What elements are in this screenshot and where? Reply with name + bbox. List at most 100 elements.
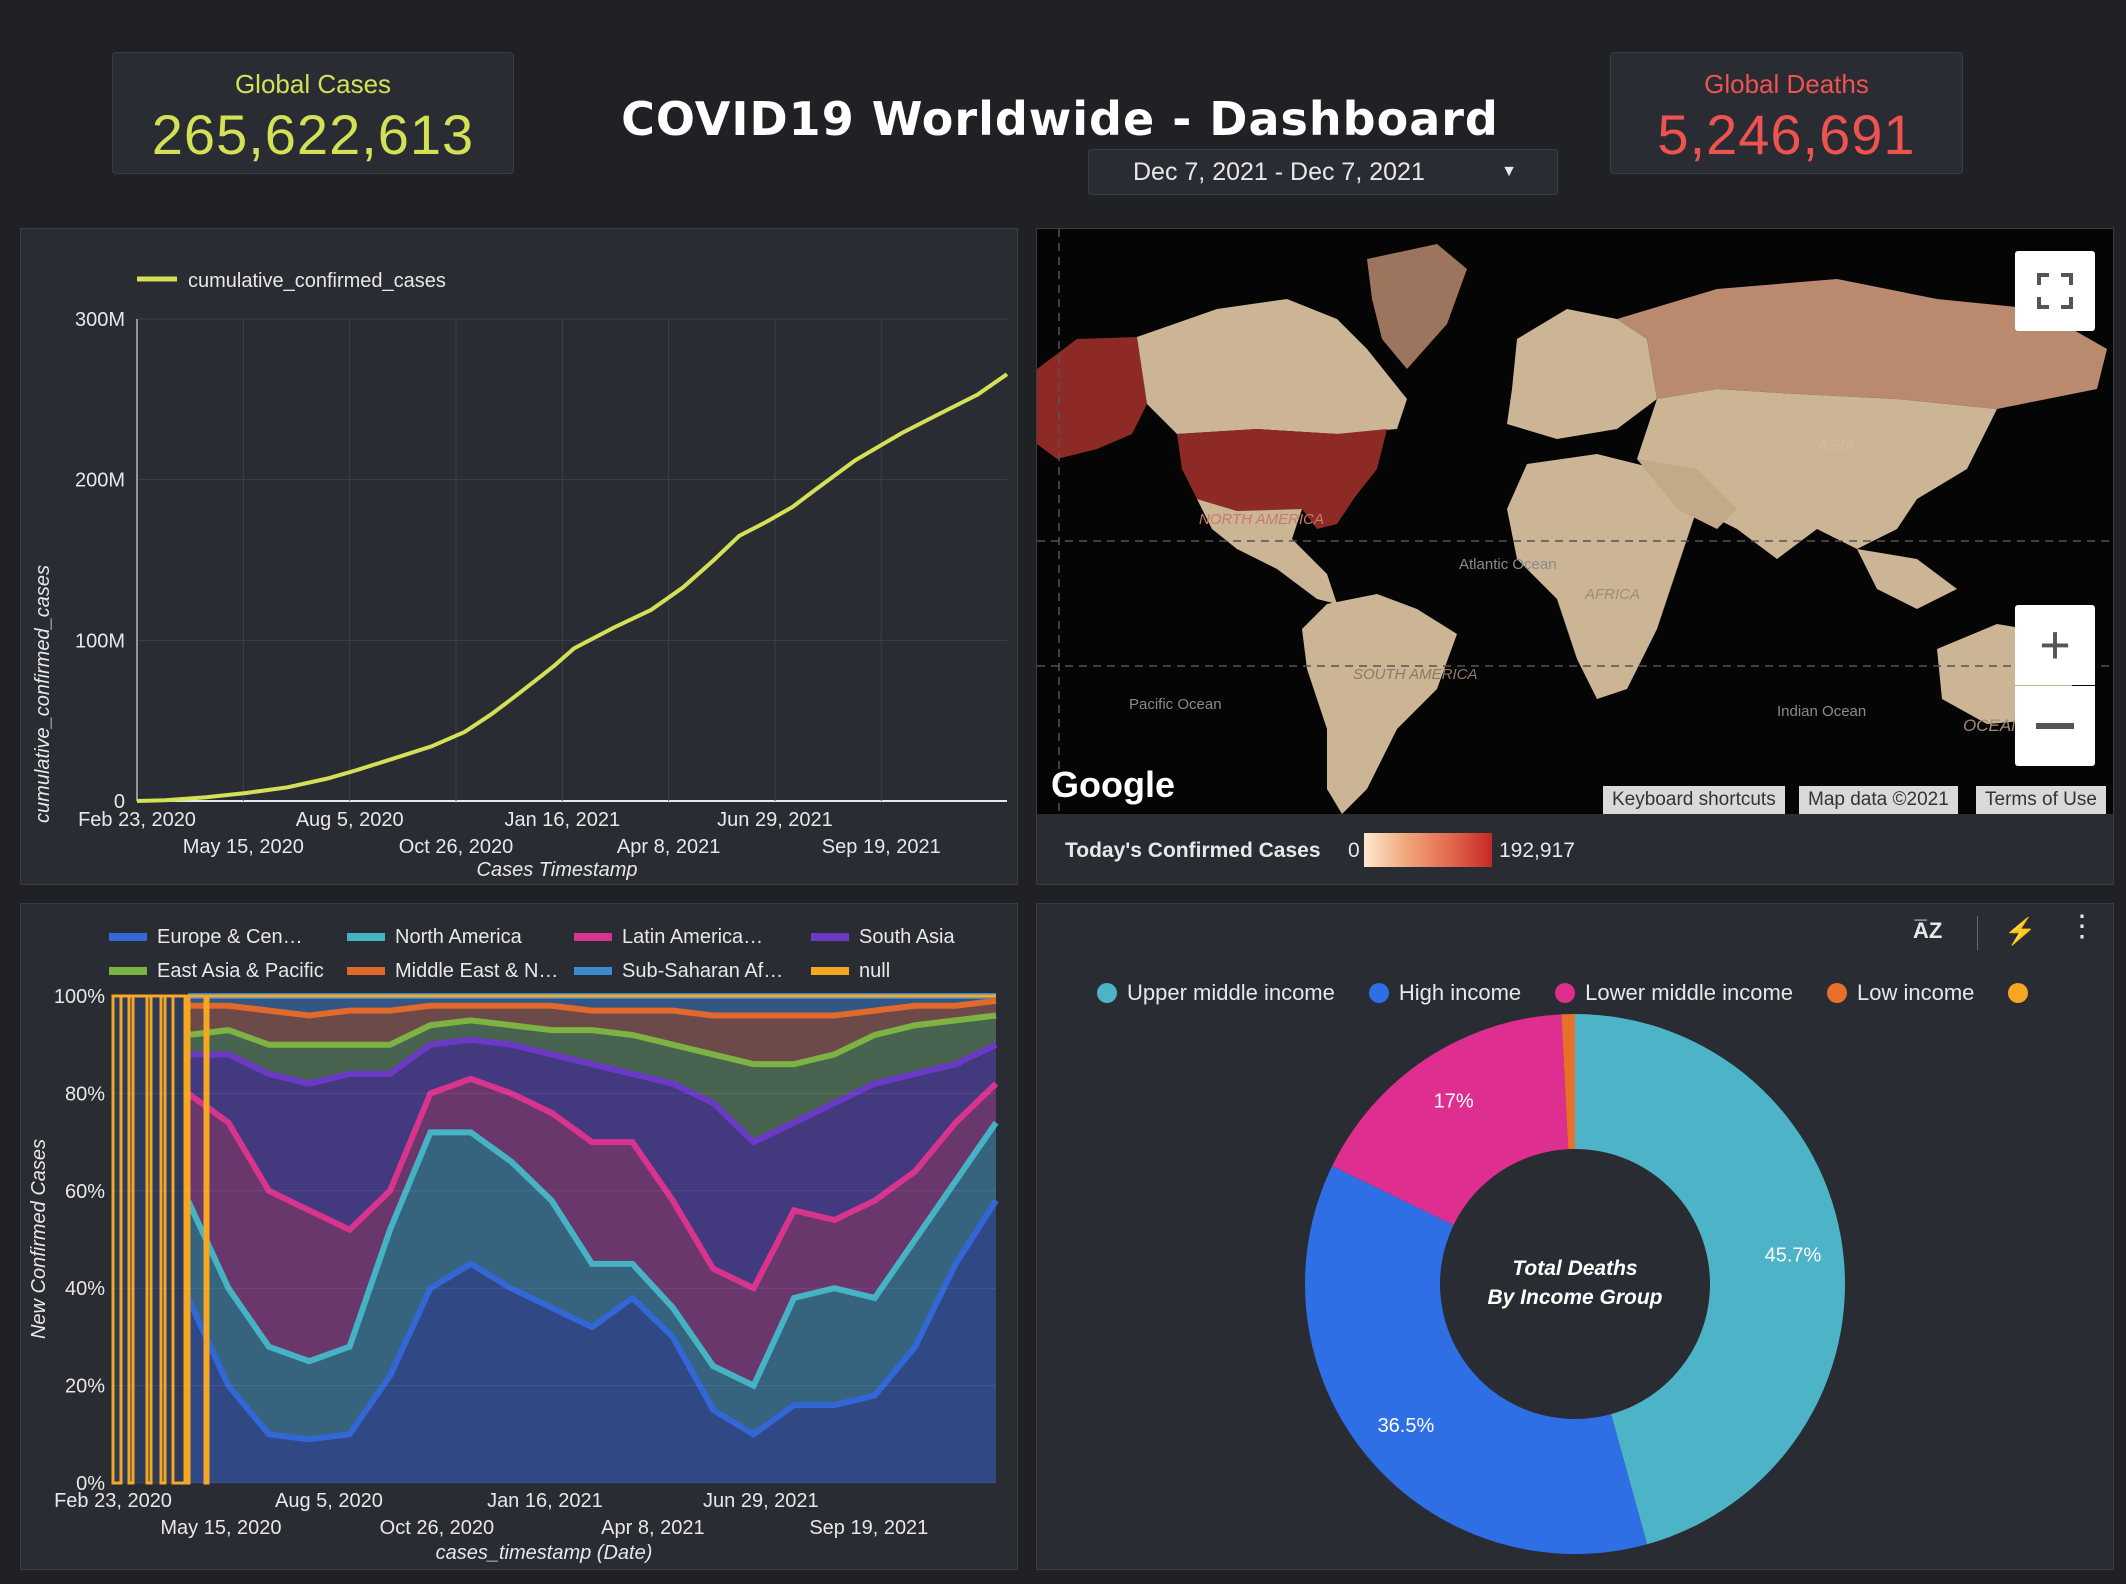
region-africa [1507, 454, 1697, 699]
map-label: Pacific Ocean [1129, 696, 1222, 713]
legend-swatch[interactable] [811, 967, 849, 975]
legend-swatch[interactable] [574, 933, 612, 941]
area-band-1[interactable] [188, 1122, 996, 1440]
donut-slice-3[interactable] [1561, 1014, 1575, 1150]
cumulative-cases-chart-panel: cumulative_confirmed_cases 0 100M 200M 300M… [20, 228, 1018, 885]
donut-center-line1: Total Deaths [1512, 1257, 1637, 1280]
fullscreen-button[interactable] [2015, 251, 2095, 331]
legend-swatch[interactable] [811, 933, 849, 941]
y-tick-label: 300M [75, 309, 125, 331]
x-tick-label: Sep 19, 2021 [809, 1517, 928, 1539]
legend-item-lower-middle[interactable]: Lower middle income [1555, 980, 1793, 1006]
x-tick-label: Aug 5, 2020 [275, 1490, 383, 1512]
donut-slice-0[interactable] [1575, 1014, 1845, 1545]
area-line-1[interactable] [185, 1120, 999, 1390]
area-line-0[interactable] [185, 1198, 999, 1443]
area-line-2[interactable] [186, 1075, 999, 1293]
map-label: AFRICA [1584, 586, 1640, 603]
legend-swatch[interactable] [347, 967, 385, 975]
donut-center-line2: By Income Group [1487, 1286, 1662, 1309]
global-deaths-value: 5,246,691 [1657, 103, 1916, 166]
world-map-panel: NORTH AMERICA SOUTH AMERICA ASIA AFRICA … [1036, 228, 2114, 885]
donut-slice-2[interactable] [1332, 1014, 1569, 1225]
y-tick-label: 60% [65, 1181, 105, 1203]
legend-swatch[interactable] [109, 967, 147, 975]
y-tick-label: 0 [114, 791, 125, 813]
google-logo: Google [1051, 764, 1175, 805]
legend-label[interactable]: Middle East & N… [395, 960, 558, 982]
legend-swatch[interactable] [109, 933, 147, 941]
legend-label[interactable]: South Asia [859, 926, 956, 948]
legend-label[interactable]: Latin America… [622, 926, 763, 948]
cumulative-cases-chart[interactable]: cumulative_confirmed_cases 0 100M 200M 300M… [21, 229, 1017, 884]
legend-label: Lower middle income [1585, 980, 1794, 1005]
line-y-axis-label: cumulative_confirmed_cases [32, 565, 54, 823]
more-options-icon[interactable]: ⋮ [2067, 910, 2097, 943]
legend-swatch[interactable] [574, 967, 612, 975]
legend-item-high[interactable]: High income [1368, 980, 1522, 1006]
minus-icon [2036, 723, 2074, 729]
x-tick-label: May 15, 2020 [160, 1517, 281, 1539]
y-tick-label: 200M [75, 470, 125, 492]
map-label: Indian Ocean [1777, 703, 1866, 720]
legend-item-low[interactable]: Low income [1827, 980, 1974, 1006]
legend-swatch[interactable] [347, 933, 385, 941]
area-x-axis-label: cases_timestamp (Date) [436, 1542, 653, 1564]
cumulative-cases-line[interactable] [136, 372, 1009, 803]
global-cases-value: 265,622,613 [151, 103, 475, 166]
area-line-3[interactable] [188, 1036, 998, 1146]
legend-label: Upper middle income [1127, 980, 1335, 1005]
legend-label[interactable]: null [859, 960, 890, 982]
x-tick-label: Sep 19, 2021 [822, 836, 941, 858]
global-cases-card: Global Cases 265,622,613 [112, 52, 514, 174]
zoom-out-button[interactable] [2015, 686, 2095, 766]
map-label: ASIA [1816, 436, 1856, 455]
legend-label[interactable]: Sub-Saharan Af… [622, 960, 783, 982]
region-greenland [1367, 244, 1467, 369]
area-band-0[interactable] [188, 1200, 996, 1483]
area-y-axis-label: New Confirmed Cases [28, 1139, 50, 1339]
y-tick-label: 0% [76, 1473, 105, 1495]
sort-az-icon[interactable]: A̅Z [1913, 918, 1943, 943]
pie-legend: Upper middle income High income Lower mi… [1097, 980, 2072, 1006]
donut-slice-1[interactable] [1305, 1165, 1648, 1554]
legend-item-other[interactable] [2008, 980, 2038, 1006]
legend-label[interactable]: North America [395, 926, 523, 948]
x-tick-label: Jan 16, 2021 [487, 1490, 603, 1512]
world-map[interactable]: NORTH AMERICA SOUTH AMERICA ASIA AFRICA … [1037, 229, 2113, 814]
x-tick-label: Jun 29, 2021 [703, 1490, 819, 1512]
date-range-picker[interactable]: Dec 7, 2021 - Dec 7, 2021 ▼ [1088, 149, 1558, 195]
area-band-3[interactable] [188, 1039, 996, 1289]
x-tick-label: Jan 16, 2021 [504, 809, 620, 831]
cross-filter-off-icon[interactable]: ⚡ [2004, 916, 2037, 946]
area-line-5[interactable] [188, 997, 997, 1019]
legend-item-upper-middle[interactable]: Upper middle income [1097, 980, 1335, 1006]
global-deaths-label: Global Deaths [1704, 69, 1869, 99]
map-label: NORTH AMERICA [1199, 511, 1324, 528]
region-south-america [1302, 594, 1457, 814]
zoom-in-button[interactable]: + [2015, 605, 2095, 685]
map-data-attribution: Map data ©2021 [1799, 786, 1958, 814]
terms-of-use-link[interactable]: Terms of Use [1976, 786, 2106, 814]
null-bar [203, 994, 210, 1485]
legend-label[interactable]: Europe & Cen… [157, 926, 303, 948]
x-tick-label: Oct 26, 2020 [399, 836, 514, 858]
line-x-axis-label: Cases Timestamp [477, 859, 638, 881]
new-cases-by-region-chart[interactable]: Europe & Cen… North America Latin America…… [21, 904, 1017, 1569]
legend-label[interactable]: East Asia & Pacific [157, 960, 324, 982]
donut-slice-label: 45.7% [1765, 1244, 1822, 1266]
toolbar-divider [1977, 916, 1978, 950]
fullscreen-icon [2037, 273, 2073, 309]
plus-icon: + [2039, 615, 2071, 675]
keyboard-shortcuts-link[interactable]: Keyboard shortcuts [1603, 786, 1785, 814]
caret-down-icon: ▼ [1501, 163, 1517, 180]
area-band-2[interactable] [188, 1078, 996, 1386]
region-middle-east [1637, 459, 1737, 529]
area-line-4[interactable] [187, 1012, 997, 1068]
x-tick-label: May 15, 2020 [183, 836, 304, 858]
deaths-by-income-donut[interactable]: 45.7% 36.5% 17% Total Deaths By Income Gro… [1037, 904, 2113, 1569]
legend-label: High income [1398, 980, 1522, 1005]
x-tick-label: Apr 8, 2021 [617, 836, 720, 858]
x-tick-label: Aug 5, 2020 [296, 809, 404, 831]
map-legend-label: Today's Confirmed Cases [1065, 839, 1321, 862]
